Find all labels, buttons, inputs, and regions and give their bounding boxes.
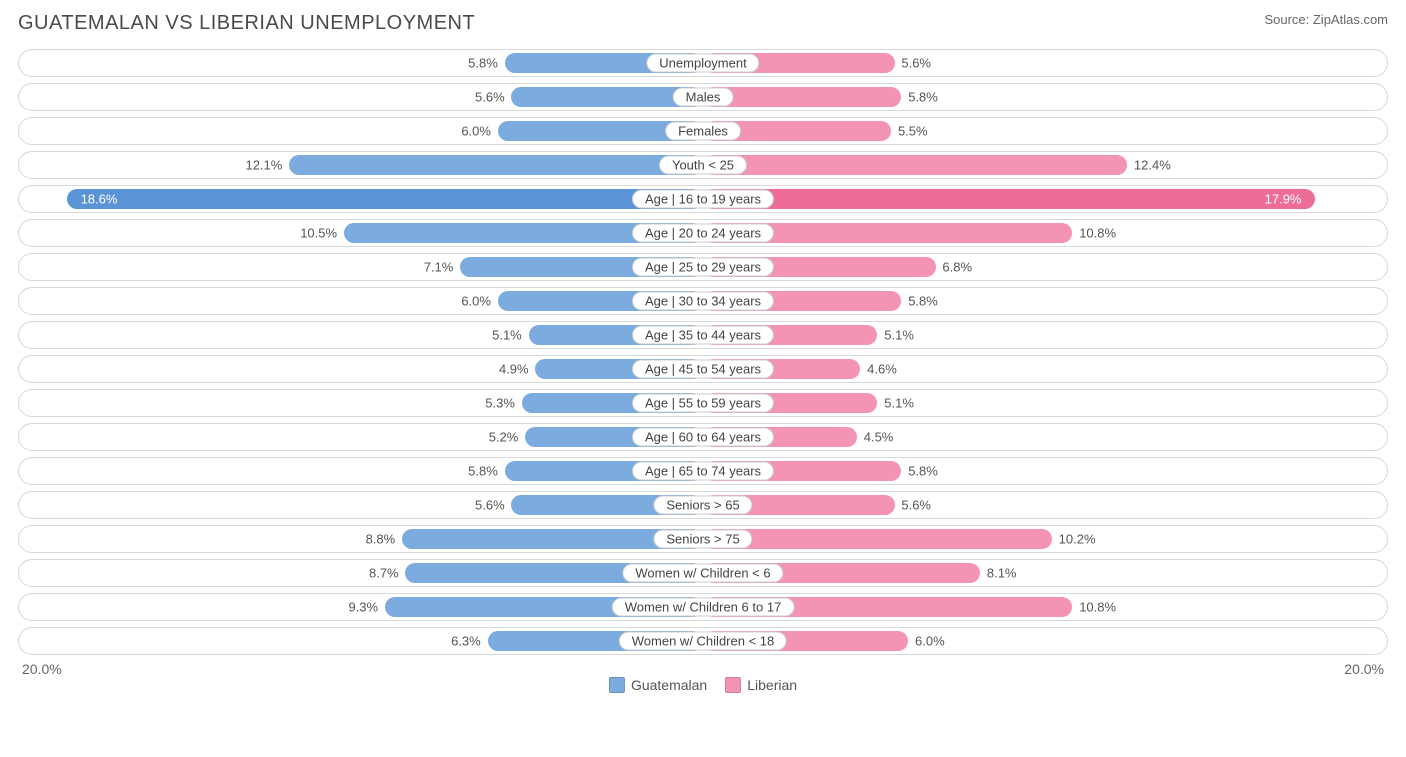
value-left: 18.6%	[81, 192, 118, 207]
chart-row: 10.5% 10.8% Age | 20 to 24 years	[18, 219, 1388, 247]
row-label: Seniors > 65	[653, 496, 752, 515]
value-right: 6.8%	[942, 260, 972, 275]
diverging-bar-chart: 5.8% 5.6% Unemployment 5.6% 5.8% Males 6.0% 5.5…	[18, 49, 1388, 655]
chart-title: GUATEMALAN VS LIBERIAN UNEMPLOYMENT	[18, 12, 475, 35]
legend-label-right: Liberian	[747, 677, 797, 693]
value-right: 5.8%	[908, 294, 938, 309]
value-left: 9.3%	[348, 600, 378, 615]
bar-left	[289, 155, 703, 175]
value-right: 5.8%	[908, 90, 938, 105]
value-right: 17.9%	[1265, 192, 1302, 207]
chart-row: 5.8% 5.6% Unemployment	[18, 49, 1388, 77]
chart-footer: 20.0% 20.0% Guatemalan Liberian	[18, 661, 1388, 683]
chart-row: 7.1% 6.8% Age | 25 to 29 years	[18, 253, 1388, 281]
value-left: 10.5%	[300, 226, 337, 241]
value-right: 10.2%	[1059, 532, 1096, 547]
value-right: 5.1%	[884, 396, 914, 411]
chart-row: 8.8% 10.2% Seniors > 75	[18, 525, 1388, 553]
value-left: 5.2%	[489, 430, 519, 445]
axis-max-right: 20.0%	[703, 661, 1388, 677]
value-right: 5.8%	[908, 464, 938, 479]
row-label: Age | 60 to 64 years	[632, 428, 774, 447]
chart-header: GUATEMALAN VS LIBERIAN UNEMPLOYMENT Sour…	[18, 12, 1388, 35]
legend-item-right: Liberian	[725, 677, 797, 693]
row-label: Males	[673, 88, 734, 107]
value-right: 5.5%	[898, 124, 928, 139]
value-left: 6.0%	[461, 124, 491, 139]
chart-legend: Guatemalan Liberian	[609, 677, 797, 693]
axis-max-left: 20.0%	[18, 661, 703, 677]
legend-swatch-right	[725, 677, 741, 693]
value-left: 6.0%	[461, 294, 491, 309]
bar-right	[703, 529, 1052, 549]
row-label: Females	[665, 122, 741, 141]
value-left: 6.3%	[451, 634, 481, 649]
chart-row: 5.3% 5.1% Age | 55 to 59 years	[18, 389, 1388, 417]
row-label: Youth < 25	[659, 156, 747, 175]
bar-right	[703, 189, 1315, 209]
chart-row: 8.7% 8.1% Women w/ Children < 6	[18, 559, 1388, 587]
legend-item-left: Guatemalan	[609, 677, 707, 693]
value-left: 4.9%	[499, 362, 529, 377]
row-label: Age | 65 to 74 years	[632, 462, 774, 481]
row-label: Age | 16 to 19 years	[632, 190, 774, 209]
value-left: 5.6%	[475, 90, 505, 105]
value-left: 5.8%	[468, 56, 498, 71]
row-label: Age | 55 to 59 years	[632, 394, 774, 413]
chart-row: 18.6% 17.9% Age | 16 to 19 years	[18, 185, 1388, 213]
chart-row: 5.2% 4.5% Age | 60 to 64 years	[18, 423, 1388, 451]
row-label: Seniors > 75	[653, 530, 752, 549]
chart-row: 6.3% 6.0% Women w/ Children < 18	[18, 627, 1388, 655]
row-label: Unemployment	[646, 54, 759, 73]
value-right: 10.8%	[1079, 600, 1116, 615]
chart-row: 9.3% 10.8% Women w/ Children 6 to 17	[18, 593, 1388, 621]
chart-row: 5.1% 5.1% Age | 35 to 44 years	[18, 321, 1388, 349]
value-right: 8.1%	[987, 566, 1017, 581]
value-left: 5.1%	[492, 328, 522, 343]
chart-source: Source: ZipAtlas.com	[1264, 12, 1388, 27]
row-label: Age | 20 to 24 years	[632, 224, 774, 243]
chart-row: 6.0% 5.5% Females	[18, 117, 1388, 145]
value-left: 8.7%	[369, 566, 399, 581]
value-left: 5.8%	[468, 464, 498, 479]
value-right: 4.6%	[867, 362, 897, 377]
value-left: 8.8%	[366, 532, 396, 547]
value-right: 6.0%	[915, 634, 945, 649]
value-right: 10.8%	[1079, 226, 1116, 241]
chart-row: 5.8% 5.8% Age | 65 to 74 years	[18, 457, 1388, 485]
value-right: 5.1%	[884, 328, 914, 343]
value-left: 12.1%	[245, 158, 282, 173]
bar-left	[67, 189, 703, 209]
chart-row: 6.0% 5.8% Age | 30 to 34 years	[18, 287, 1388, 315]
value-left: 5.6%	[475, 498, 505, 513]
value-right: 5.6%	[901, 498, 931, 513]
legend-label-left: Guatemalan	[631, 677, 707, 693]
value-right: 5.6%	[901, 56, 931, 71]
row-label: Women w/ Children < 18	[619, 632, 787, 651]
row-label: Women w/ Children 6 to 17	[612, 598, 795, 617]
value-left: 7.1%	[424, 260, 454, 275]
bar-right	[703, 155, 1127, 175]
chart-row: 12.1% 12.4% Youth < 25	[18, 151, 1388, 179]
row-label: Age | 35 to 44 years	[632, 326, 774, 345]
chart-row: 5.6% 5.6% Seniors > 65	[18, 491, 1388, 519]
legend-swatch-left	[609, 677, 625, 693]
value-right: 4.5%	[864, 430, 894, 445]
chart-row: 5.6% 5.8% Males	[18, 83, 1388, 111]
value-left: 5.3%	[485, 396, 515, 411]
row-label: Age | 25 to 29 years	[632, 258, 774, 277]
row-label: Age | 45 to 54 years	[632, 360, 774, 379]
value-right: 12.4%	[1134, 158, 1171, 173]
row-label: Women w/ Children < 6	[622, 564, 783, 583]
chart-row: 4.9% 4.6% Age | 45 to 54 years	[18, 355, 1388, 383]
row-label: Age | 30 to 34 years	[632, 292, 774, 311]
